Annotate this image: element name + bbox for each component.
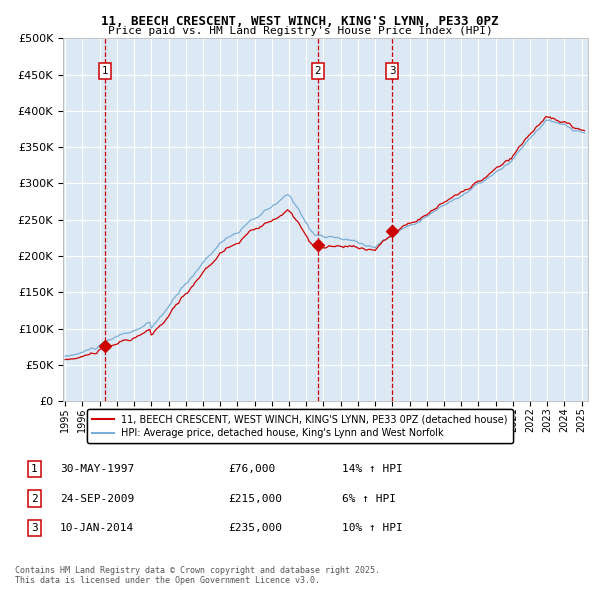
- Text: £235,000: £235,000: [228, 523, 282, 533]
- Text: Price paid vs. HM Land Registry's House Price Index (HPI): Price paid vs. HM Land Registry's House …: [107, 26, 493, 36]
- Text: 2: 2: [31, 494, 38, 503]
- Text: Contains HM Land Registry data © Crown copyright and database right 2025.
This d: Contains HM Land Registry data © Crown c…: [15, 566, 380, 585]
- Text: 10-JAN-2014: 10-JAN-2014: [60, 523, 134, 533]
- Text: 2: 2: [314, 66, 321, 76]
- Text: £215,000: £215,000: [228, 494, 282, 503]
- Text: 3: 3: [389, 66, 395, 76]
- Text: 1: 1: [102, 66, 109, 76]
- Legend: 11, BEECH CRESCENT, WEST WINCH, KING'S LYNN, PE33 0PZ (detached house), HPI: Ave: 11, BEECH CRESCENT, WEST WINCH, KING'S L…: [88, 409, 512, 443]
- Text: 3: 3: [31, 523, 38, 533]
- Text: 10% ↑ HPI: 10% ↑ HPI: [342, 523, 403, 533]
- Text: 24-SEP-2009: 24-SEP-2009: [60, 494, 134, 503]
- Text: 1: 1: [31, 464, 38, 474]
- Text: 30-MAY-1997: 30-MAY-1997: [60, 464, 134, 474]
- Text: £76,000: £76,000: [228, 464, 275, 474]
- Text: 14% ↑ HPI: 14% ↑ HPI: [342, 464, 403, 474]
- Text: 6% ↑ HPI: 6% ↑ HPI: [342, 494, 396, 503]
- Text: 11, BEECH CRESCENT, WEST WINCH, KING'S LYNN, PE33 0PZ: 11, BEECH CRESCENT, WEST WINCH, KING'S L…: [101, 15, 499, 28]
